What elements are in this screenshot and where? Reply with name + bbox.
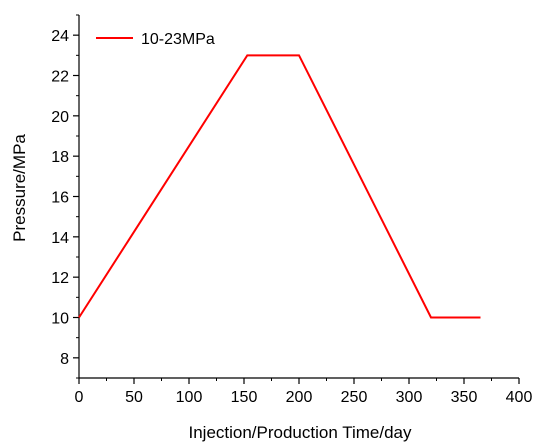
x-axis-title: Injection/Production Time/day: [188, 423, 412, 442]
y-tick-label: 12: [51, 270, 69, 287]
x-tick-label: 50: [125, 389, 143, 406]
y-tick-label: 10: [51, 311, 69, 328]
x-tick-label: 0: [75, 389, 84, 406]
y-axis-title: Pressure/MPa: [10, 134, 29, 242]
x-tick-label: 350: [451, 389, 478, 406]
x-tick-label: 250: [341, 389, 368, 406]
legend-label: 10-23MPa: [141, 31, 215, 48]
y-tick-label: 14: [51, 230, 69, 247]
x-tick-label: 100: [176, 389, 203, 406]
tick-marks: [73, 14, 520, 384]
series-layer: [78, 54, 481, 319]
y-tick-label: 16: [51, 190, 69, 207]
y-tick-label: 22: [51, 69, 69, 86]
x-tick-label: 400: [506, 389, 533, 406]
series-line-0: [78, 54, 481, 319]
x-tick-label: 200: [286, 389, 313, 406]
legend: 10-23MPa: [96, 31, 215, 48]
y-tick-label: 8: [60, 351, 69, 368]
x-tick-label: 300: [396, 389, 423, 406]
x-tick-label: 150: [231, 389, 258, 406]
y-tick-labels: 8 10 12 14 16 18 20 22 24: [51, 28, 69, 368]
y-tick-label: 24: [51, 28, 69, 45]
y-tick-label: 20: [51, 109, 69, 126]
axes: [78, 15, 519, 379]
y-tick-label: 18: [51, 149, 69, 166]
x-tick-labels: 0 50 100 150 200 250 300 350 400: [75, 389, 533, 406]
